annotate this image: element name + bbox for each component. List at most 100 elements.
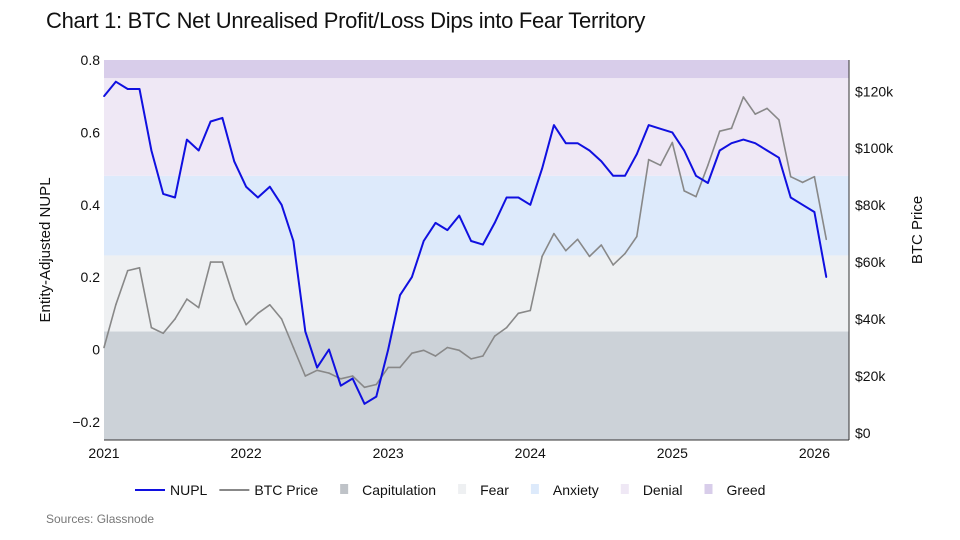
data-point-btc-price bbox=[233, 298, 236, 300]
data-point-btc-price bbox=[458, 349, 461, 352]
data-point-nupl bbox=[138, 88, 141, 90]
data-point-nupl bbox=[245, 185, 247, 188]
legend-swatch bbox=[530, 484, 539, 494]
data-point-nupl bbox=[636, 153, 638, 155]
y-tick-label: 0 bbox=[92, 342, 100, 358]
data-point-nupl bbox=[411, 276, 413, 278]
data-point-nupl bbox=[671, 131, 674, 134]
y-tick-label: 0.8 bbox=[81, 52, 101, 68]
data-point-nupl bbox=[505, 196, 508, 199]
data-point-btc-price bbox=[482, 355, 484, 357]
data-point-nupl bbox=[612, 175, 614, 177]
legend-swatch bbox=[458, 484, 467, 494]
band-fear bbox=[104, 255, 849, 332]
data-point-btc-price bbox=[588, 255, 591, 258]
data-point-btc-price bbox=[411, 352, 413, 354]
data-point-btc-price bbox=[103, 346, 105, 349]
data-point-nupl bbox=[363, 403, 366, 405]
data-point-btc-price bbox=[766, 107, 768, 110]
data-point-btc-price bbox=[186, 298, 188, 300]
data-point-btc-price bbox=[541, 255, 543, 258]
data-point-nupl bbox=[340, 384, 342, 387]
band-denial bbox=[104, 78, 849, 176]
y-tick-label: −0.2 bbox=[72, 414, 100, 430]
data-point-btc-price bbox=[268, 303, 271, 306]
data-point-btc-price bbox=[553, 232, 555, 235]
data-point-nupl bbox=[766, 149, 768, 152]
data-point-nupl bbox=[695, 175, 697, 177]
data-point-nupl bbox=[624, 175, 626, 177]
legend-label: Anxiety bbox=[553, 482, 599, 498]
data-point-nupl bbox=[718, 149, 721, 152]
data-point-btc-price bbox=[647, 158, 650, 161]
data-point-nupl bbox=[304, 330, 307, 333]
data-point-nupl bbox=[446, 229, 449, 231]
data-point-nupl bbox=[280, 203, 283, 206]
band-greed bbox=[104, 60, 849, 79]
data-point-btc-price bbox=[387, 366, 389, 369]
data-point-btc-price bbox=[434, 355, 437, 357]
data-point-nupl bbox=[683, 149, 685, 152]
y2-tick-label: $120k bbox=[855, 83, 894, 99]
data-point-btc-price bbox=[115, 303, 117, 306]
data-point-nupl bbox=[328, 348, 330, 351]
legend-swatch bbox=[704, 484, 713, 494]
legend-swatch bbox=[620, 484, 629, 494]
data-point-btc-price bbox=[470, 358, 472, 360]
y-tick-label: 0.4 bbox=[81, 197, 101, 213]
data-point-nupl bbox=[647, 124, 650, 126]
data-point-btc-price bbox=[564, 249, 567, 252]
data-point-btc-price bbox=[825, 238, 828, 241]
data-point-nupl bbox=[754, 142, 757, 145]
data-point-nupl bbox=[387, 348, 389, 351]
x-tick-label: 2022 bbox=[231, 445, 262, 461]
data-point-btc-price bbox=[813, 175, 816, 178]
data-point-btc-price bbox=[126, 269, 129, 272]
data-point-btc-price bbox=[292, 346, 295, 349]
legend-label: Greed bbox=[727, 482, 766, 498]
data-point-nupl bbox=[126, 88, 129, 90]
y-tick-label: 0.6 bbox=[81, 124, 101, 140]
data-point-btc-price bbox=[399, 366, 401, 369]
legend-label: NUPL bbox=[170, 482, 208, 498]
data-point-btc-price bbox=[742, 96, 745, 98]
data-point-nupl bbox=[600, 160, 603, 163]
data-point-btc-price bbox=[671, 141, 674, 144]
data-point-btc-price bbox=[718, 130, 721, 132]
data-point-nupl bbox=[576, 142, 579, 145]
data-point-btc-price bbox=[612, 264, 614, 266]
x-tick-label: 2021 bbox=[88, 445, 119, 461]
series-btc-price bbox=[103, 96, 828, 389]
y2-tick-label: $60k bbox=[855, 254, 886, 270]
data-point-nupl bbox=[529, 203, 532, 206]
data-point-nupl bbox=[209, 120, 212, 123]
data-point-nupl bbox=[375, 395, 378, 398]
data-point-btc-price bbox=[576, 238, 579, 241]
data-point-btc-price bbox=[789, 175, 792, 178]
data-point-btc-price bbox=[529, 309, 532, 312]
data-point-nupl bbox=[493, 222, 496, 224]
y2-tick-label: $40k bbox=[855, 311, 886, 327]
y2-tick-label: $0 bbox=[855, 425, 871, 441]
data-point-btc-price bbox=[493, 335, 496, 337]
x-tick-label: 2023 bbox=[373, 445, 404, 461]
data-point-btc-price bbox=[328, 372, 330, 374]
data-point-btc-price bbox=[778, 118, 780, 121]
data-point-btc-price bbox=[707, 164, 709, 167]
data-point-nupl bbox=[517, 196, 520, 199]
data-point-nupl bbox=[115, 80, 117, 83]
y2-tick-label: $80k bbox=[855, 197, 886, 213]
data-point-nupl bbox=[434, 222, 437, 224]
series-nupl bbox=[103, 80, 828, 405]
data-point-btc-price bbox=[754, 113, 757, 115]
chart-title: Chart 1: BTC Net Unrealised Profit/Loss … bbox=[46, 8, 646, 33]
band-capitulation bbox=[104, 331, 849, 440]
data-point-btc-price bbox=[280, 318, 283, 320]
legend-label: Fear bbox=[480, 482, 509, 498]
x-tick-label: 2025 bbox=[657, 445, 688, 461]
data-point-nupl bbox=[233, 160, 236, 163]
data-point-btc-price bbox=[600, 244, 603, 246]
data-point-btc-price bbox=[363, 386, 366, 389]
data-point-btc-price bbox=[138, 266, 141, 269]
